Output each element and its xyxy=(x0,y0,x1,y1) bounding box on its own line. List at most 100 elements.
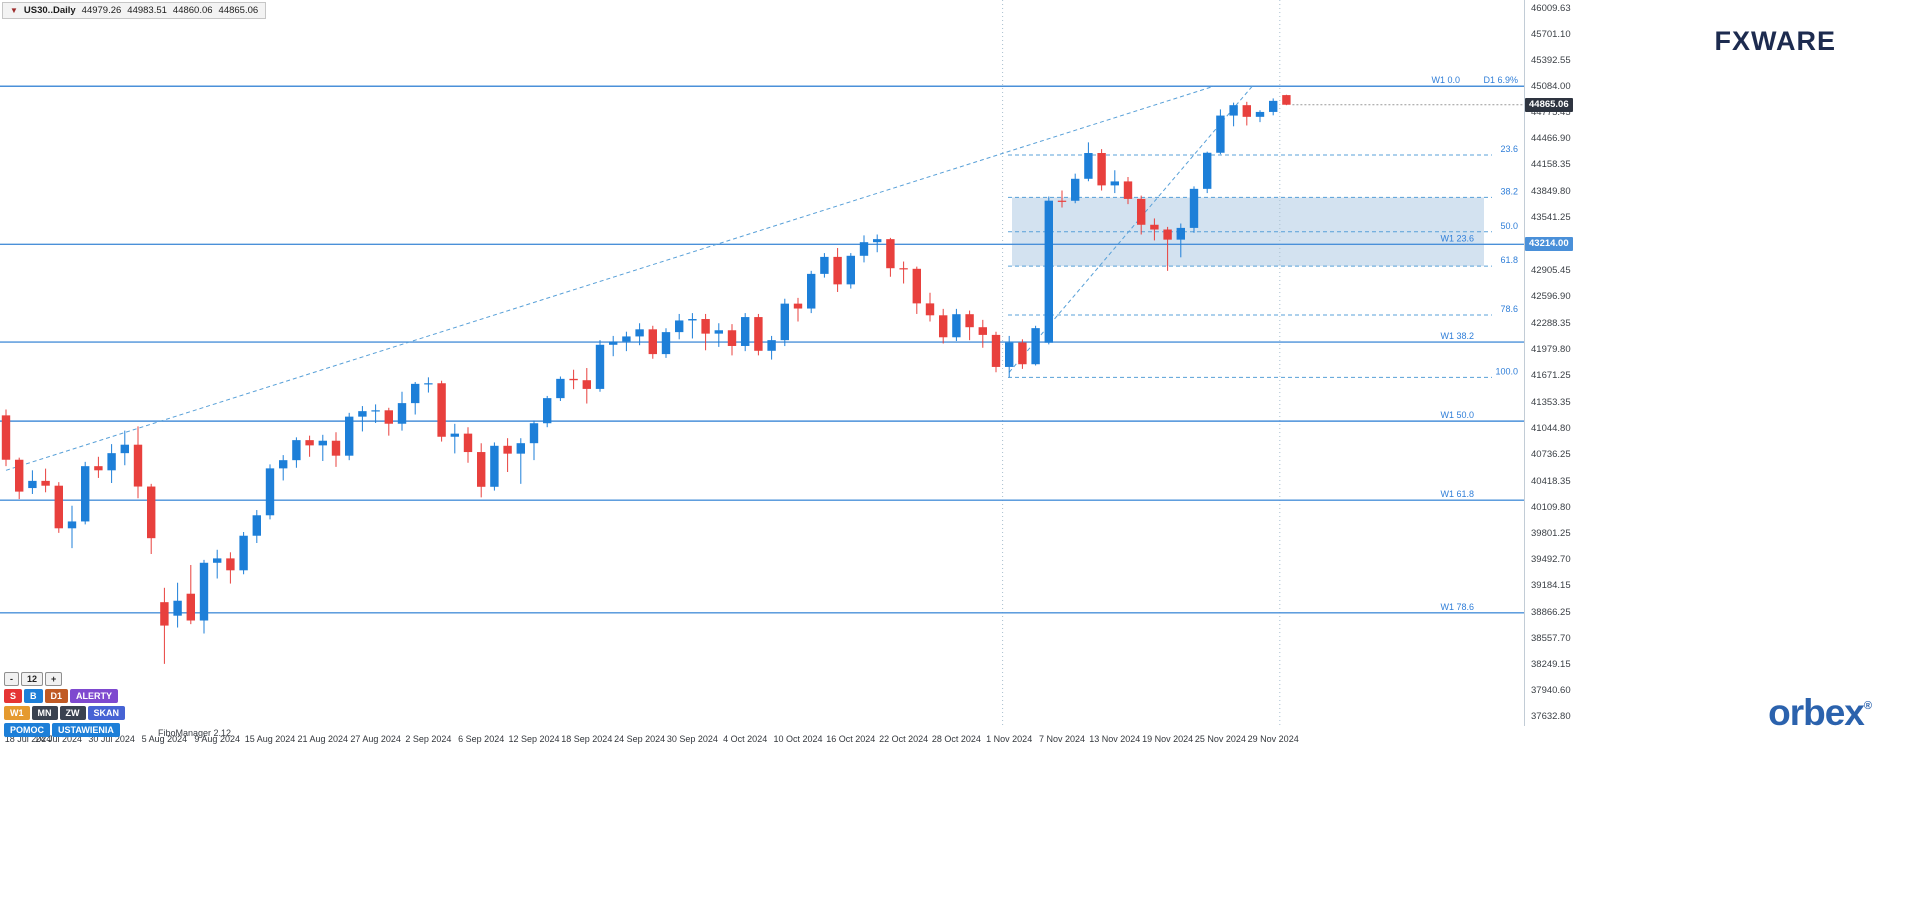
bear-candle xyxy=(727,330,737,346)
price-axis-label: 39184.15 xyxy=(1531,579,1571,591)
counter-value-button[interactable]: 12 xyxy=(21,672,44,686)
daily-fib-top-label: D1 6.9% xyxy=(1483,75,1518,85)
bear-candle xyxy=(1018,342,1027,365)
time-axis[interactable]: 18 Jul 2024 24 Jul 2024 30 Jul 2024 5 Aug 2… xyxy=(0,734,1530,750)
time-axis-label: 30 Jul 2024 xyxy=(88,734,135,744)
timeframe-buttons-row: W1 MN ZW SKAN xyxy=(4,706,126,720)
bull-candle xyxy=(1044,200,1053,343)
bear-candle xyxy=(569,378,578,381)
counter-control: - 12 + xyxy=(4,672,125,686)
chart-toolbar: - 12 + S B D1 ALERTY W1 MN ZW SKAN POMOC… xyxy=(4,672,126,740)
bear-candle xyxy=(147,486,156,539)
timeframe-mn-button[interactable]: MN xyxy=(31,706,58,720)
bull-candle xyxy=(1189,188,1199,228)
increment-button[interactable]: + xyxy=(45,672,63,686)
buy-button[interactable]: B xyxy=(24,689,43,703)
bear-candle xyxy=(437,383,446,437)
bear-candle xyxy=(133,444,143,487)
price-axis-label: 41671.25 xyxy=(1531,369,1571,381)
bull-candle xyxy=(609,341,618,345)
symbol-dropdown-icon[interactable]: ▼ xyxy=(10,6,18,15)
bear-candle xyxy=(1,415,11,460)
bear-candle xyxy=(1242,105,1251,117)
bull-candle xyxy=(952,314,961,338)
ohlc-low: 44860.06 xyxy=(172,5,213,16)
time-axis-label: 5 Aug 2024 xyxy=(141,734,188,744)
trendline[interactable] xyxy=(5,85,1214,471)
bull-candle xyxy=(846,255,855,285)
bull-candle xyxy=(767,340,776,351)
registered-trademark-icon: ® xyxy=(1863,700,1872,712)
bear-candle xyxy=(793,303,803,309)
price-axis-label: 41353.35 xyxy=(1531,396,1571,408)
sell-button[interactable]: S xyxy=(4,689,23,703)
bull-candle xyxy=(397,403,407,424)
bull-candle xyxy=(411,383,420,404)
daily-fib-label: 78.6 xyxy=(1500,304,1518,314)
bear-candle xyxy=(1163,229,1172,240)
time-axis-label: 10 Oct 2024 xyxy=(773,734,823,744)
bear-candle xyxy=(925,303,935,316)
timeframe-d1-button[interactable]: D1 xyxy=(44,689,69,703)
time-axis-label: 1 Nov 2024 xyxy=(986,734,1033,744)
bear-candle xyxy=(1097,153,1106,186)
orbex-logo-text: orbex xyxy=(1768,692,1865,733)
bull-candle xyxy=(675,320,684,333)
time-axis-label: 15 Aug 2024 xyxy=(244,734,296,744)
price-axis-label: 40736.25 xyxy=(1531,448,1571,460)
selected-level-tag: 43214.00 xyxy=(1525,237,1573,252)
bear-candle xyxy=(503,445,512,454)
time-axis-label: 16 Oct 2024 xyxy=(826,734,876,744)
bear-candle xyxy=(305,440,314,446)
ohlc-high: 44983.51 xyxy=(127,5,167,16)
current-price-tag: 44865.06 xyxy=(1525,97,1573,112)
bull-candle xyxy=(1176,227,1185,240)
time-axis-label: 9 Aug 2024 xyxy=(194,734,240,744)
bear-candle xyxy=(41,480,50,486)
bear-candle xyxy=(331,440,341,456)
price-axis-label: 41044.80 xyxy=(1531,422,1571,434)
timeframe-w1-button[interactable]: W1 xyxy=(4,706,30,720)
bull-candle xyxy=(67,521,77,529)
bull-candle xyxy=(371,410,380,412)
zw-button[interactable]: ZW xyxy=(59,706,86,720)
symbol-info-bar: ▼ US30..Daily 44979.26 44983.51 44860.06… xyxy=(2,2,267,19)
bear-candle xyxy=(15,459,24,492)
candlestick-chart[interactable]: W1 0.0 W1 23.6 W1 38.2 W1 50.0 W1 61.8 W1 78.… xyxy=(0,0,1524,726)
help-button[interactable]: POMOC xyxy=(4,723,51,737)
bull-candle xyxy=(252,515,261,536)
candles-layer xyxy=(1,94,1291,664)
bull-candle xyxy=(595,344,605,389)
bull-candle xyxy=(265,468,275,516)
weekly-fib-label: W1 23.6 xyxy=(1440,233,1474,243)
bull-candle xyxy=(556,378,565,399)
bull-candle xyxy=(345,416,354,456)
bear-candle xyxy=(648,329,657,355)
price-axis-label: 42288.35 xyxy=(1531,317,1571,329)
bull-candle xyxy=(81,466,90,522)
time-axis-label: 4 Oct 2024 xyxy=(723,734,768,744)
decrement-button[interactable]: - xyxy=(4,672,19,686)
bull-candle xyxy=(292,440,301,461)
bull-candle xyxy=(622,336,631,342)
scan-button[interactable]: SKAN xyxy=(87,706,126,720)
alerts-button[interactable]: ALERTY xyxy=(70,689,119,703)
bear-candle xyxy=(965,314,974,328)
ohlc-close: 44865.06 xyxy=(218,5,259,16)
bear-candle xyxy=(384,410,393,424)
bull-candle xyxy=(213,558,222,563)
bear-candle xyxy=(978,327,987,335)
bull-candle xyxy=(318,440,327,446)
daily-fib-label: 23.6 xyxy=(1500,144,1518,154)
price-axis-label: 41979.80 xyxy=(1531,343,1571,355)
bear-candle xyxy=(160,602,169,626)
bull-candle xyxy=(1269,100,1278,112)
weekly-fib-label: W1 78.6 xyxy=(1440,602,1474,612)
price-axis-label: 39801.25 xyxy=(1531,527,1571,539)
bull-candle xyxy=(450,433,459,437)
bear-candle xyxy=(912,268,921,304)
price-chart[interactable]: W1 0.0 W1 23.6 W1 38.2 W1 50.0 W1 61.8 W1 78.… xyxy=(0,0,1524,726)
bull-candle xyxy=(120,444,129,454)
settings-button[interactable]: USTAWIENIA xyxy=(52,723,120,737)
